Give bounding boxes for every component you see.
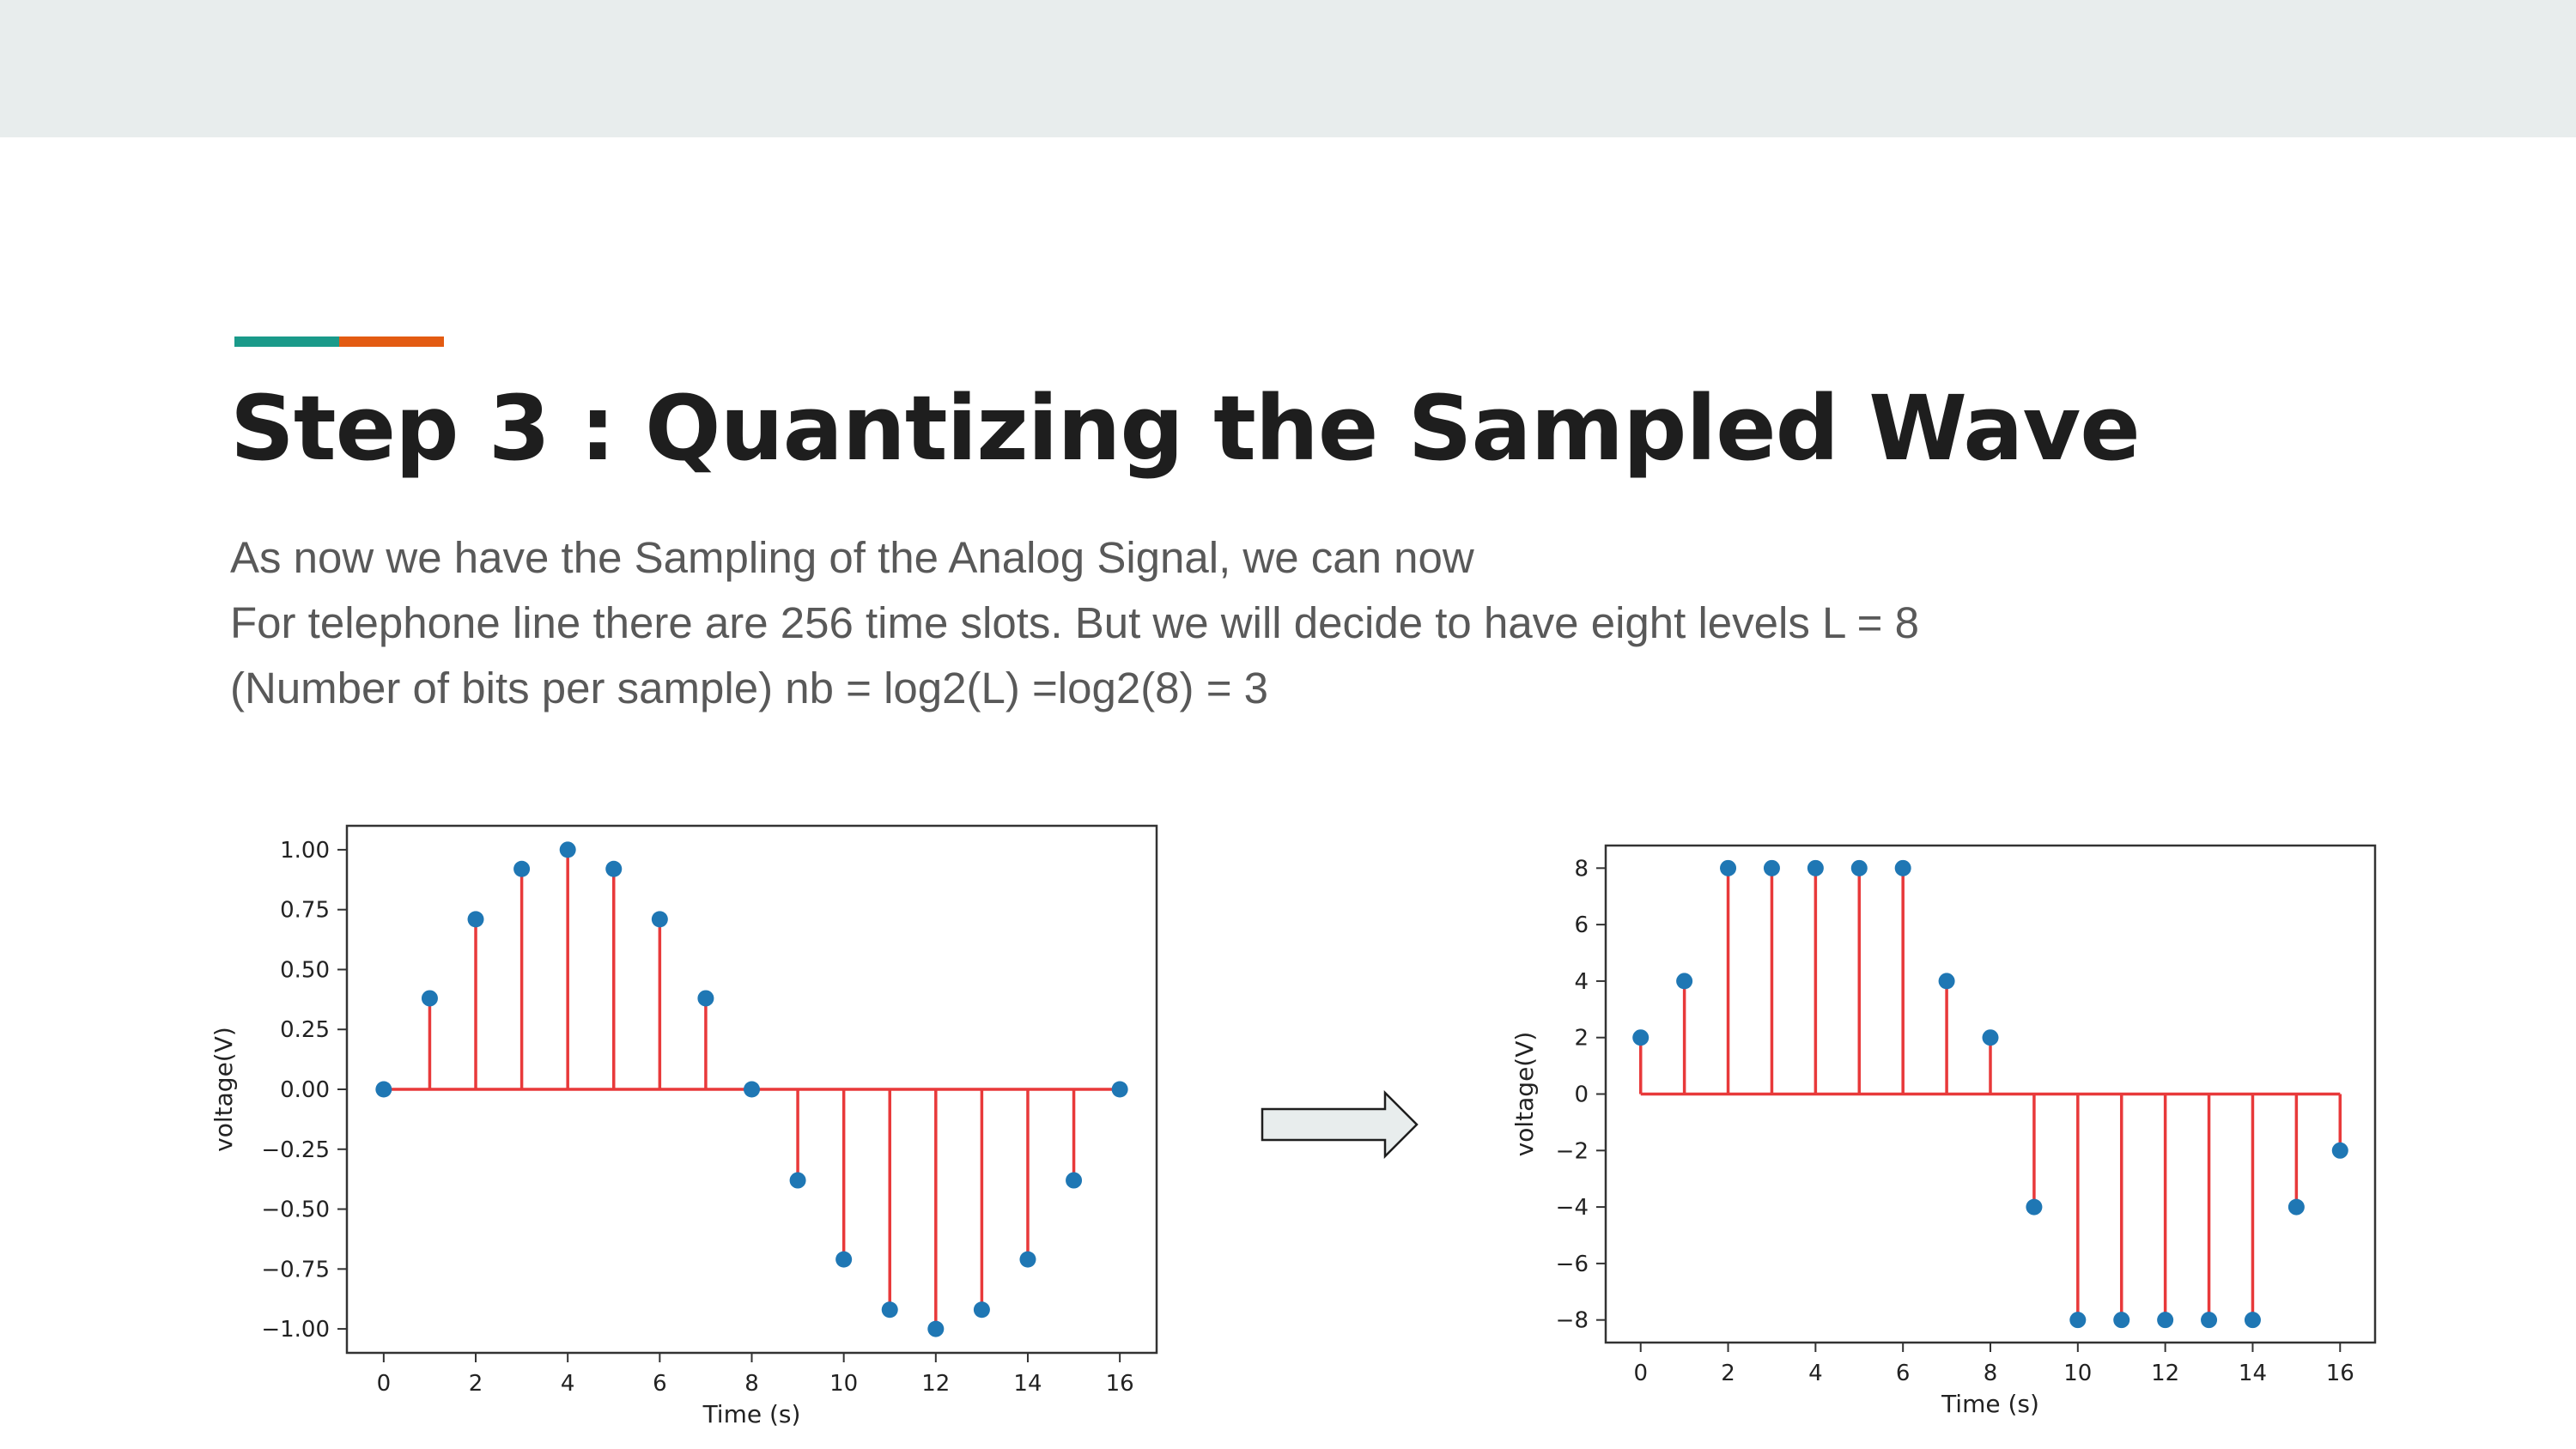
chart-1-ytick-label: 0.00 <box>280 1077 330 1103</box>
chart-1-ytick-label: −1.00 <box>261 1317 330 1343</box>
chart-1-marker <box>605 860 623 877</box>
chart-1-marker <box>881 1301 898 1319</box>
chart-2-xtick-label: 8 <box>1984 1361 1998 1386</box>
right-arrow-icon <box>1261 1090 1419 1159</box>
chart-2-marker <box>1676 973 1693 990</box>
chart-2-marker <box>1632 1029 1649 1046</box>
chart-1-marker <box>1019 1251 1036 1268</box>
chart-2-marker <box>2201 1312 2218 1329</box>
body-line-2: For telephone line there are 256 time sl… <box>230 598 1919 647</box>
chart-2-ylabel: voltage(V) <box>1510 1032 1539 1157</box>
chart-1-xtick-label: 4 <box>561 1371 575 1397</box>
chart-2-marker <box>2113 1312 2130 1329</box>
chart-1-marker <box>1066 1172 1083 1189</box>
chart-2-xtick-label: 4 <box>1808 1361 1823 1386</box>
chart-1-marker <box>927 1320 945 1337</box>
chart-2-marker <box>1807 859 1824 876</box>
chart-1-marker <box>467 911 484 928</box>
chart-1-marker <box>789 1172 806 1189</box>
chart-2-marker <box>2331 1142 2348 1159</box>
accent-bar-teal <box>234 336 339 347</box>
chart-2-xtick-label: 14 <box>2239 1361 2267 1386</box>
chart-1-ylabel: voltage(V) <box>210 1027 238 1152</box>
chart-2-marker <box>1982 1029 1999 1046</box>
chart-2-ytick-label: −8 <box>1556 1308 1589 1334</box>
chart-2-ytick-label: −6 <box>1556 1252 1589 1277</box>
chart-1-xtick-label: 14 <box>1013 1371 1042 1397</box>
chart-2-ytick-label: 6 <box>1574 912 1589 938</box>
chart-1-marker <box>375 1081 392 1098</box>
chart-1-marker <box>559 841 576 858</box>
chart-1-xlabel: Time (s) <box>702 1400 801 1428</box>
body-line-3: (Number of bits per sample) nb = log2(L)… <box>230 664 1269 712</box>
chart-1-marker <box>697 990 714 1007</box>
slide-title: Step 3 : Quantizing the Sampled Wave <box>230 376 2141 481</box>
chart-2-marker <box>1850 859 1868 876</box>
chart-2-marker <box>2244 1312 2261 1329</box>
chart-2-marker <box>2069 1312 2087 1329</box>
chart-1-marker <box>973 1301 990 1319</box>
chart-2-xlabel: Time (s) <box>1941 1390 2039 1418</box>
chart-1-xtick-label: 6 <box>653 1371 667 1397</box>
chart-1-xtick-label: 2 <box>469 1371 483 1397</box>
chart-1-marker <box>744 1081 760 1098</box>
chart-1-marker <box>835 1251 853 1268</box>
chart-1-xtick-label: 10 <box>829 1371 858 1397</box>
chart-2-marker <box>2287 1198 2305 1216</box>
chart-2-ytick-label: 4 <box>1574 969 1589 995</box>
chart-2-marker <box>1938 973 1955 990</box>
chart-1-ytick-label: 0.75 <box>280 898 330 924</box>
chart-1-ytick-label: −0.25 <box>261 1137 330 1163</box>
top-band <box>0 0 2576 137</box>
chart-1-xtick-label: 8 <box>744 1371 759 1397</box>
chart-2-xtick-label: 6 <box>1896 1361 1911 1386</box>
chart-2-xtick-label: 10 <box>2063 1361 2092 1386</box>
chart-2-marker <box>1720 859 1737 876</box>
chart-1-xtick-label: 0 <box>377 1371 392 1397</box>
chart-1-marker <box>421 990 438 1007</box>
chart-2-ytick-label: 2 <box>1574 1026 1589 1052</box>
chart-2-xtick-label: 16 <box>2326 1361 2354 1386</box>
chart-2-xtick-label: 12 <box>2151 1361 2179 1386</box>
chart-2-ytick-label: −2 <box>1556 1138 1589 1164</box>
body-line-1: As now we have the Sampling of the Analo… <box>230 533 1474 582</box>
chart-2-marker <box>2026 1198 2043 1216</box>
chart-1-ytick-label: 1.00 <box>280 838 330 864</box>
chart-2-marker <box>2157 1312 2174 1329</box>
chart-1-marker <box>1111 1081 1128 1098</box>
accent-bar-orange <box>339 336 444 347</box>
chart-1-ytick-label: −0.50 <box>261 1197 330 1223</box>
chart-1-marker <box>513 860 531 877</box>
chart-1-xtick-label: 12 <box>921 1371 950 1397</box>
chart-1-ytick-label: 0.25 <box>280 1017 330 1043</box>
chart-2-ytick-label: −4 <box>1556 1195 1589 1221</box>
chart-1-marker <box>651 911 668 928</box>
body-text: As now we have the Sampling of the Analo… <box>230 525 1919 721</box>
chart-1-ytick-label: −0.75 <box>261 1257 330 1282</box>
chart-2-ytick-label: 8 <box>1574 856 1589 882</box>
chart-1-xtick-label: 16 <box>1106 1371 1134 1397</box>
chart-2-xtick-label: 0 <box>1633 1361 1648 1386</box>
chart-2-marker <box>1763 859 1780 876</box>
chart-2-ytick-label: 0 <box>1574 1082 1589 1108</box>
chart-1-ytick-label: 0.50 <box>280 957 330 983</box>
chart-2-marker <box>1894 859 1911 876</box>
chart-2-xtick-label: 2 <box>1721 1361 1735 1386</box>
